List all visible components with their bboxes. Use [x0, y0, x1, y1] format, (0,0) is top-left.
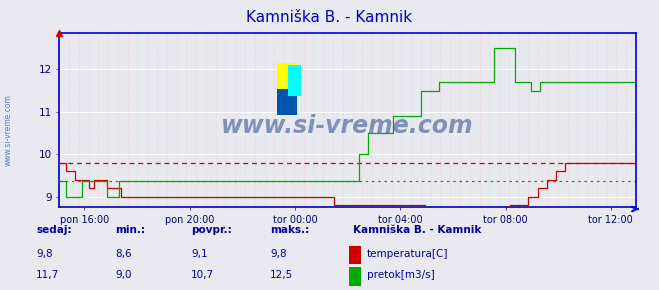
FancyBboxPatch shape [288, 65, 301, 96]
Text: maks.:: maks.: [270, 225, 310, 235]
Text: min.:: min.: [115, 225, 146, 235]
Text: 10,7: 10,7 [191, 270, 214, 280]
Text: 11,7: 11,7 [36, 270, 59, 280]
Text: 9,8: 9,8 [270, 249, 287, 259]
Text: 9,8: 9,8 [36, 249, 53, 259]
Text: povpr.:: povpr.: [191, 225, 232, 235]
Text: 9,0: 9,0 [115, 270, 132, 280]
Text: 9,1: 9,1 [191, 249, 208, 259]
Text: sedaj:: sedaj: [36, 225, 72, 235]
Text: pretok[m3/s]: pretok[m3/s] [367, 270, 435, 280]
Text: www.si-vreme.com: www.si-vreme.com [221, 114, 474, 137]
Text: 12,5: 12,5 [270, 270, 293, 280]
Text: Kamniška B. - Kamnik: Kamniška B. - Kamnik [246, 10, 413, 25]
FancyBboxPatch shape [277, 63, 297, 89]
Text: 8,6: 8,6 [115, 249, 132, 259]
Text: temperatura[C]: temperatura[C] [367, 249, 449, 259]
FancyBboxPatch shape [277, 89, 297, 115]
Text: Kamniška B. - Kamnik: Kamniška B. - Kamnik [353, 225, 481, 235]
Text: www.si-vreme.com: www.si-vreme.com [3, 95, 13, 166]
